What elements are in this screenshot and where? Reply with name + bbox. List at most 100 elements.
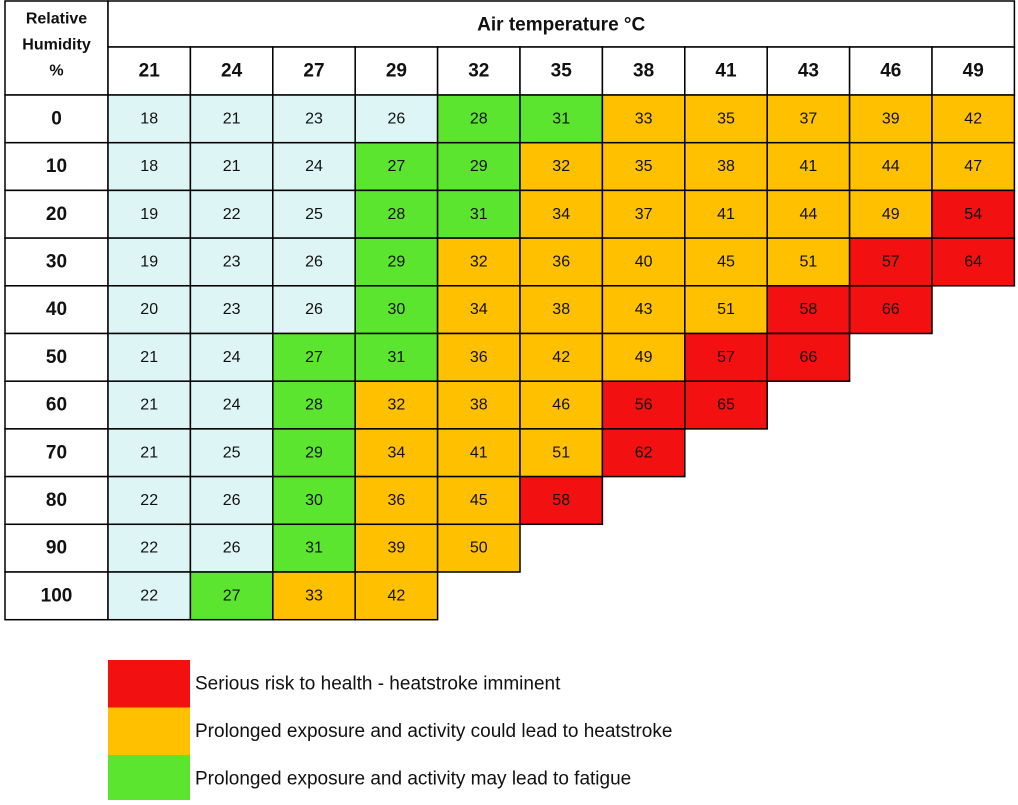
value-cell — [107, 237, 192, 287]
group-header-cell — [107, 0, 1016, 48]
value-cell — [189, 285, 274, 335]
value-cell — [519, 285, 604, 335]
cell-value: 42 — [964, 110, 982, 127]
value-cell — [107, 141, 192, 192]
cell-value: 33 — [635, 110, 653, 127]
value-cell — [519, 475, 604, 526]
cell-value: 25 — [305, 206, 323, 223]
cell-value: 26 — [388, 110, 406, 127]
cell-value: 37 — [800, 110, 818, 127]
corner-header-line: Humidity — [22, 37, 91, 54]
cell-value: 29 — [305, 444, 323, 461]
cell-value: 25 — [223, 444, 241, 461]
column-header-cell — [519, 46, 604, 96]
row-header: 30 — [46, 251, 67, 272]
cell-value: 47 — [964, 158, 982, 175]
value-cell — [354, 475, 439, 526]
value-cell — [436, 285, 521, 335]
cell-value: 32 — [388, 397, 406, 414]
column-header: 46 — [880, 61, 901, 82]
value-cell — [848, 285, 933, 335]
cell-value: 24 — [223, 397, 241, 414]
row-header: 10 — [46, 156, 67, 177]
cell-value: 36 — [388, 492, 406, 509]
cell-value: 37 — [635, 206, 653, 223]
value-cell — [272, 94, 356, 144]
cell-value: 27 — [305, 349, 323, 366]
cell-value: 28 — [470, 110, 488, 127]
cell-value: 41 — [800, 158, 818, 175]
cell-value: 34 — [470, 301, 488, 318]
cell-value: 22 — [140, 540, 158, 557]
value-cell — [436, 475, 521, 526]
row-header: 20 — [46, 204, 67, 225]
value-cell — [436, 523, 521, 573]
value-cell — [189, 380, 274, 430]
cell-value: 34 — [552, 206, 570, 223]
cell-value: 23 — [223, 301, 241, 318]
cell-value: 29 — [388, 253, 406, 270]
value-cell — [354, 332, 439, 382]
cell-value: 21 — [223, 158, 241, 175]
cell-value: 23 — [305, 110, 323, 127]
legend-swatch — [108, 660, 190, 708]
row-header: 100 — [41, 585, 73, 606]
column-header-cell — [848, 46, 933, 96]
value-cell — [272, 332, 356, 382]
cell-value: 20 — [140, 301, 158, 318]
cell-value: 33 — [305, 587, 323, 604]
value-cell — [272, 523, 356, 573]
cell-value: 19 — [140, 253, 158, 270]
cell-value: 31 — [470, 206, 488, 223]
cell-value: 30 — [305, 492, 323, 509]
cell-value: 22 — [140, 587, 158, 604]
value-cell — [354, 428, 439, 478]
value-cell — [931, 237, 1016, 287]
value-cell — [766, 237, 851, 287]
legend-label: Prolonged exposure and activity may lead… — [195, 768, 631, 789]
cell-value: 28 — [305, 397, 323, 414]
value-cell — [107, 380, 192, 430]
cell-value: 24 — [223, 349, 241, 366]
value-cell — [684, 94, 768, 144]
cell-value: 39 — [882, 110, 900, 127]
cell-value: 35 — [717, 110, 735, 127]
cell-value: 64 — [964, 253, 982, 270]
cell-value: 26 — [305, 253, 323, 270]
row-header-cell — [4, 332, 109, 382]
value-cell — [601, 94, 686, 144]
value-cell — [519, 428, 604, 478]
value-cell — [189, 332, 274, 382]
cell-value: 26 — [305, 301, 323, 318]
corner-cell — [4, 0, 109, 96]
cell-value: 57 — [717, 349, 735, 366]
cell-value: 24 — [305, 158, 323, 175]
column-header: 27 — [303, 61, 324, 82]
cell-value: 26 — [223, 540, 241, 557]
column-header: 32 — [468, 61, 489, 82]
cell-value: 45 — [717, 253, 735, 270]
cell-value: 65 — [717, 397, 735, 414]
row-header: 90 — [46, 538, 67, 559]
row-header-cell — [4, 571, 109, 621]
value-cell — [189, 571, 274, 621]
cell-value: 27 — [388, 158, 406, 175]
value-cell — [272, 237, 356, 287]
value-cell — [354, 571, 439, 621]
column-header: 38 — [633, 61, 654, 82]
cell-value: 31 — [388, 349, 406, 366]
value-cell — [931, 189, 1016, 239]
cell-value: 19 — [140, 206, 158, 223]
cell-value: 62 — [635, 444, 653, 461]
cell-value: 49 — [635, 349, 653, 366]
value-cell — [272, 475, 356, 526]
value-cell — [601, 428, 686, 478]
column-header: 21 — [139, 61, 161, 82]
value-cell — [684, 285, 768, 335]
legend-swatch — [108, 707, 190, 755]
cell-value: 39 — [388, 540, 406, 557]
value-cell — [519, 94, 604, 144]
cell-value: 40 — [635, 253, 653, 270]
value-cell — [684, 189, 768, 239]
value-cell — [189, 94, 274, 144]
